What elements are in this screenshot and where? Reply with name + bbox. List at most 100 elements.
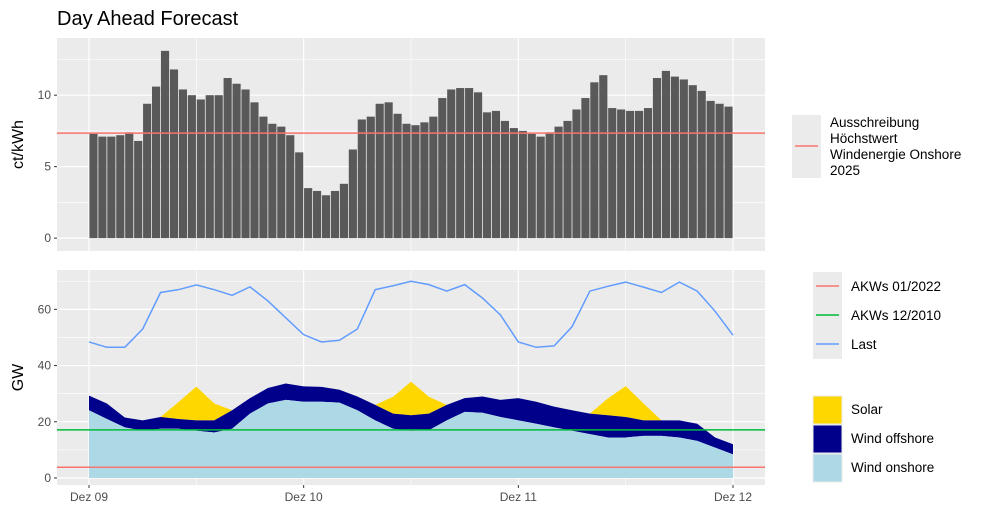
x-tick-label: Dez 09 — [70, 490, 108, 504]
y-tick-label: 0 — [44, 471, 51, 485]
price-bar — [670, 76, 679, 239]
wind-offshore-area — [89, 383, 733, 455]
y-axis-title: GW — [10, 363, 27, 391]
price-bar — [518, 130, 527, 239]
price-bar — [679, 79, 688, 239]
price-bar — [581, 98, 590, 239]
legend-line-label: AKWs 01/2022 — [851, 279, 941, 294]
price-bar — [447, 89, 456, 239]
price-bar — [107, 136, 116, 239]
price-bar — [411, 125, 420, 239]
price-bar — [402, 123, 411, 239]
x-tick-label: Dez 12 — [714, 490, 752, 504]
price-bar — [187, 95, 196, 239]
price-bar — [545, 132, 554, 239]
legend-fill-key — [812, 453, 843, 483]
y-tick-label: 5 — [44, 160, 51, 174]
price-bar — [232, 83, 241, 239]
legend-fill-label: Wind onshore — [851, 460, 934, 475]
price-bar — [304, 188, 313, 239]
price-bar — [465, 88, 474, 239]
price-bar — [313, 190, 322, 239]
price-bar — [474, 92, 483, 239]
price-bar — [429, 116, 438, 239]
price-bar — [330, 190, 340, 239]
price-bar — [500, 120, 509, 239]
price-bar — [277, 126, 286, 239]
price-bar — [491, 110, 501, 239]
price-bar — [635, 110, 644, 239]
price-bar — [724, 106, 733, 239]
price-bar — [688, 85, 697, 239]
price-bar — [357, 119, 366, 239]
price-bar — [482, 112, 492, 239]
y-axis-title: ct/kWh — [10, 120, 27, 169]
last-line — [88, 280, 734, 349]
price-bar — [590, 82, 599, 239]
price-bar — [295, 152, 304, 239]
price-bar — [536, 136, 545, 239]
chart-title: Day Ahead Forecast — [57, 8, 239, 30]
price-bar — [626, 110, 635, 239]
legend-fill-key — [812, 395, 843, 425]
price-bar — [348, 149, 357, 239]
price-bar — [384, 102, 393, 239]
price-bar — [250, 102, 259, 239]
price-bar — [89, 133, 98, 239]
legend-fill-key — [812, 424, 843, 454]
legend-fill-label: Solar — [851, 402, 883, 417]
solar-area — [89, 381, 733, 445]
price-bar — [617, 109, 626, 239]
price-bar — [169, 69, 179, 239]
price-bar — [599, 75, 608, 239]
legend-hochstwert-label: 2025 — [830, 163, 860, 178]
price-bar — [715, 103, 724, 239]
y-tick-label: 10 — [38, 88, 52, 102]
y-tick-label: 0 — [44, 231, 51, 245]
x-tick-label: Dez 10 — [285, 490, 323, 504]
price-bar — [205, 95, 214, 239]
y-tick-label: 20 — [38, 415, 52, 429]
price-bar — [706, 100, 715, 239]
price-bar — [652, 78, 662, 239]
price-bar — [661, 70, 670, 239]
price-bar — [697, 90, 706, 239]
price-bar — [456, 88, 465, 239]
price-bar — [286, 135, 295, 239]
legend-hochstwert-label: Ausschreibung — [830, 115, 919, 130]
wind-onshore-area — [89, 399, 733, 478]
price-bar — [134, 140, 143, 239]
price-bar — [527, 133, 536, 239]
price-bar — [643, 108, 653, 239]
price-bar — [438, 98, 447, 239]
legend-fill-label: Wind offshore — [851, 431, 934, 446]
price-bar — [259, 116, 268, 239]
price-bar — [554, 126, 563, 239]
legend-hochstwert-label: Höchstwert — [830, 131, 898, 146]
price-bar — [608, 108, 617, 239]
price-bar — [375, 103, 384, 239]
price-bar — [393, 113, 402, 239]
price-bar — [268, 123, 277, 239]
price-bar — [98, 136, 107, 239]
legend-line-label: Last — [851, 337, 877, 352]
x-tick-label: Dez 11 — [500, 490, 537, 504]
price-bar — [196, 99, 205, 239]
price-bar — [366, 116, 375, 239]
price-bar — [116, 135, 125, 239]
price-bar — [223, 78, 232, 239]
price-bar — [178, 89, 187, 239]
price-bar — [125, 132, 134, 239]
legend-line-label: AKWs 12/2010 — [851, 308, 941, 323]
price-bar — [152, 86, 161, 239]
price-bar — [241, 89, 250, 239]
price-bar — [214, 95, 223, 239]
price-bar — [143, 103, 152, 239]
price-panel: 0 5 10 ct/kWh — [10, 38, 765, 251]
generation-panel: 0 20 40 60 GW Dez 09 Dez 10 Dez 11 Dez 12 — [10, 270, 765, 504]
price-bar — [321, 195, 331, 239]
y-tick-label: 40 — [38, 359, 52, 373]
price-bar — [420, 122, 429, 239]
